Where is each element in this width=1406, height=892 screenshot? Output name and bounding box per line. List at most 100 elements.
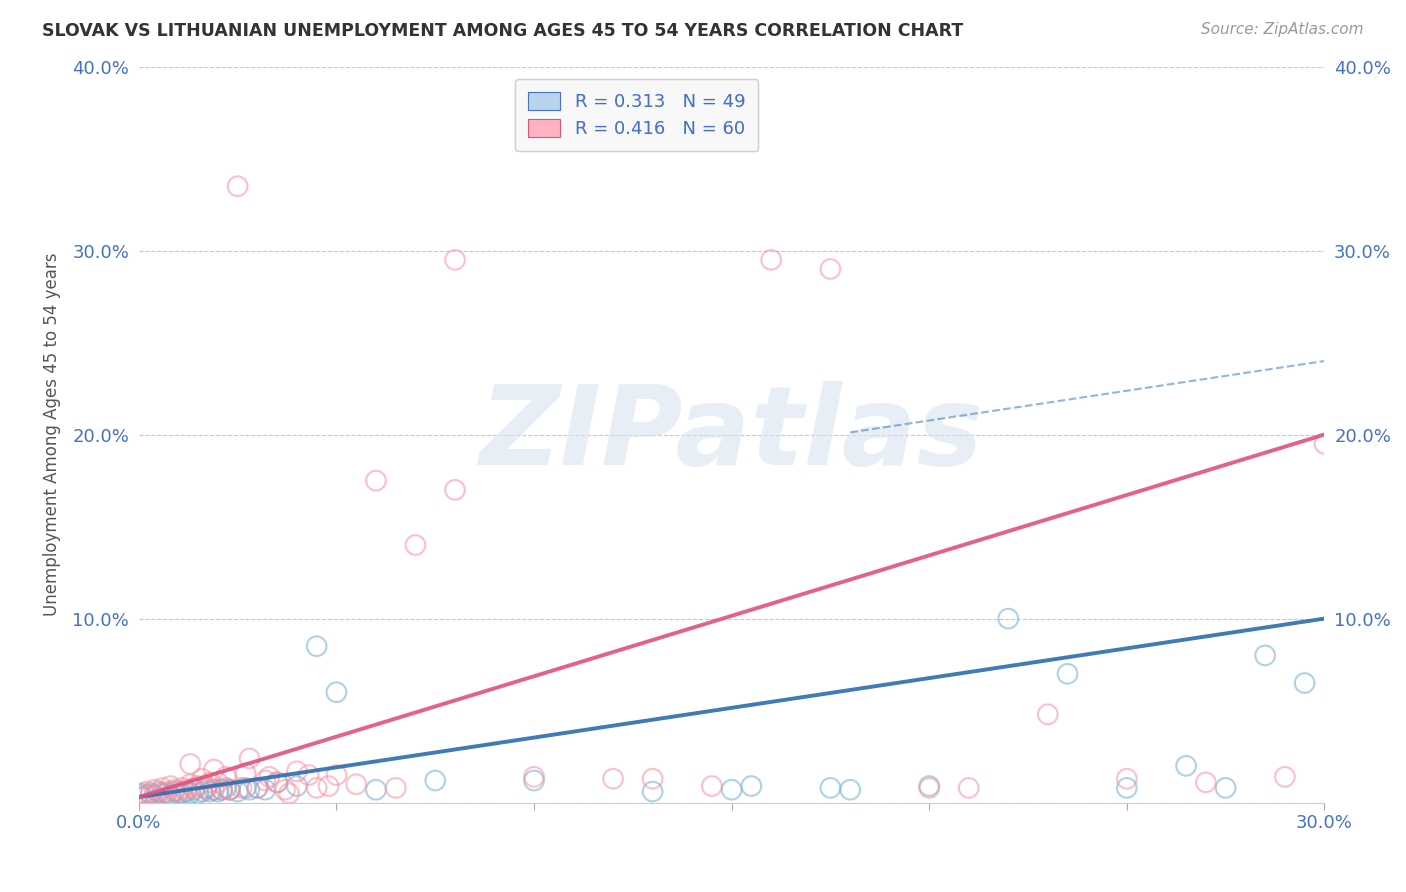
Legend: R = 0.313   N = 49, R = 0.416   N = 60: R = 0.313 N = 49, R = 0.416 N = 60 — [516, 79, 758, 151]
Point — [187, 779, 209, 793]
Point — [839, 782, 862, 797]
Point — [1254, 648, 1277, 663]
Point — [143, 782, 166, 797]
Point — [1036, 707, 1059, 722]
Point — [257, 770, 280, 784]
Point — [191, 784, 214, 798]
Point — [1294, 676, 1316, 690]
Point — [523, 773, 546, 788]
Point — [174, 784, 197, 798]
Point — [318, 779, 340, 793]
Point — [254, 773, 277, 788]
Point — [641, 784, 664, 798]
Text: ZIPatlas: ZIPatlas — [479, 381, 983, 488]
Point — [226, 179, 249, 194]
Point — [740, 779, 762, 793]
Point — [523, 770, 546, 784]
Point — [128, 789, 150, 803]
Point — [132, 790, 155, 805]
Point — [207, 775, 229, 789]
Point — [139, 789, 162, 803]
Point — [211, 782, 233, 797]
Text: Source: ZipAtlas.com: Source: ZipAtlas.com — [1201, 22, 1364, 37]
Point — [820, 262, 842, 277]
Point — [172, 786, 194, 800]
Point — [202, 782, 225, 797]
Point — [135, 784, 157, 798]
Point — [226, 784, 249, 798]
Point — [425, 773, 447, 788]
Point — [759, 252, 782, 267]
Point — [174, 782, 197, 797]
Point — [152, 786, 174, 800]
Point — [918, 780, 941, 795]
Point — [602, 772, 624, 786]
Point — [444, 483, 467, 497]
Point — [172, 780, 194, 795]
Point — [202, 763, 225, 777]
Point — [298, 768, 321, 782]
Point — [641, 772, 664, 786]
Point — [254, 782, 277, 797]
Point — [246, 780, 269, 795]
Point — [1313, 437, 1336, 451]
Point — [918, 779, 941, 793]
Point — [238, 751, 260, 765]
Point — [195, 782, 218, 797]
Point — [187, 786, 209, 800]
Point — [700, 779, 723, 793]
Point — [404, 538, 426, 552]
Point — [159, 779, 181, 793]
Point — [820, 780, 842, 795]
Point — [148, 784, 170, 798]
Point — [207, 784, 229, 798]
Point — [1115, 780, 1137, 795]
Point — [215, 770, 238, 784]
Point — [211, 782, 233, 797]
Point — [198, 775, 221, 789]
Point — [167, 786, 190, 800]
Point — [218, 782, 240, 797]
Point — [1056, 666, 1078, 681]
Point — [364, 782, 387, 797]
Point — [266, 775, 288, 789]
Point — [1195, 775, 1218, 789]
Point — [1175, 759, 1198, 773]
Point — [305, 780, 328, 795]
Y-axis label: Unemployment Among Ages 45 to 54 years: Unemployment Among Ages 45 to 54 years — [44, 252, 60, 616]
Point — [215, 780, 238, 795]
Point — [139, 786, 162, 800]
Point — [1215, 780, 1237, 795]
Point — [183, 780, 205, 795]
Point — [179, 756, 201, 771]
Point — [266, 775, 288, 789]
Point — [364, 474, 387, 488]
Point — [720, 782, 742, 797]
Point — [152, 780, 174, 795]
Point — [444, 252, 467, 267]
Point — [274, 782, 297, 797]
Point — [143, 789, 166, 803]
Point — [218, 782, 240, 797]
Point — [183, 782, 205, 797]
Point — [285, 779, 308, 793]
Point — [135, 789, 157, 803]
Text: SLOVAK VS LITHUANIAN UNEMPLOYMENT AMONG AGES 45 TO 54 YEARS CORRELATION CHART: SLOVAK VS LITHUANIAN UNEMPLOYMENT AMONG … — [42, 22, 963, 40]
Point — [235, 780, 257, 795]
Point — [278, 786, 301, 800]
Point — [191, 772, 214, 786]
Point — [957, 780, 980, 795]
Point — [159, 789, 181, 803]
Point — [195, 780, 218, 795]
Point — [198, 784, 221, 798]
Point — [231, 780, 253, 795]
Point — [305, 639, 328, 653]
Point — [218, 782, 240, 797]
Point — [384, 780, 406, 795]
Point — [1274, 770, 1296, 784]
Point — [167, 784, 190, 798]
Point — [325, 768, 347, 782]
Point — [155, 784, 177, 798]
Point — [128, 786, 150, 800]
Point — [179, 777, 201, 791]
